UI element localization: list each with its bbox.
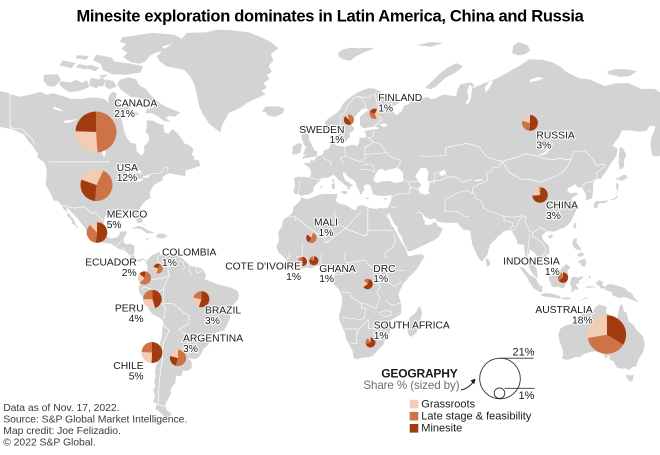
svg-text:3%: 3% xyxy=(546,211,561,222)
svg-text:3%: 3% xyxy=(536,141,551,152)
svg-text:2%: 2% xyxy=(122,268,137,279)
svg-text:1%: 1% xyxy=(545,267,560,278)
svg-text:3%: 3% xyxy=(183,344,198,355)
svg-text:Minesite exploration dominates: Minesite exploration dominates in Latin … xyxy=(76,8,584,26)
svg-text:1%: 1% xyxy=(162,258,177,269)
svg-text:21%: 21% xyxy=(513,346,535,358)
svg-text:5%: 5% xyxy=(129,371,144,382)
svg-text:GHANA: GHANA xyxy=(319,264,356,275)
svg-text:RUSSIA: RUSSIA xyxy=(536,130,574,141)
svg-text:SOUTH AFRICA: SOUTH AFRICA xyxy=(374,321,450,332)
svg-text:Grassroots: Grassroots xyxy=(421,398,475,410)
svg-text:1%: 1% xyxy=(286,272,301,283)
svg-text:FINLAND: FINLAND xyxy=(378,93,422,104)
svg-text:INDONESIA: INDONESIA xyxy=(503,257,560,268)
svg-text:Map credit: Joe Felizadio.: Map credit: Joe Felizadio. xyxy=(3,426,121,437)
svg-text:CHINA: CHINA xyxy=(546,201,578,212)
svg-text:Minesite: Minesite xyxy=(421,423,462,435)
svg-text:DRC: DRC xyxy=(373,264,396,275)
svg-text:18%: 18% xyxy=(572,315,593,326)
svg-text:PERU: PERU xyxy=(115,304,144,315)
svg-text:GEOGRAPHY: GEOGRAPHY xyxy=(381,367,457,381)
svg-text:3%: 3% xyxy=(205,316,220,327)
svg-text:4%: 4% xyxy=(129,314,144,325)
svg-text:ECUADOR: ECUADOR xyxy=(85,258,137,269)
svg-text:1%: 1% xyxy=(319,228,334,239)
svg-text:1%: 1% xyxy=(519,390,535,402)
svg-text:1%: 1% xyxy=(378,104,393,115)
svg-text:Data as of Nov. 17, 2022.: Data as of Nov. 17, 2022. xyxy=(3,403,119,414)
svg-text:© 2022 S&P Global.: © 2022 S&P Global. xyxy=(3,438,95,449)
svg-text:Late stage & feasibility: Late stage & feasibility xyxy=(421,411,532,423)
svg-text:AUSTRALIA: AUSTRALIA xyxy=(535,305,592,316)
svg-text:21%: 21% xyxy=(114,109,135,120)
svg-text:5%: 5% xyxy=(107,220,122,231)
svg-text:COLOMBIA: COLOMBIA xyxy=(162,248,216,259)
svg-text:USA: USA xyxy=(117,163,138,174)
svg-text:SWEDEN: SWEDEN xyxy=(299,125,344,136)
svg-text:MEXICO: MEXICO xyxy=(107,210,148,221)
svg-text:1%: 1% xyxy=(330,135,345,146)
svg-text:BRAZIL: BRAZIL xyxy=(205,306,241,317)
svg-text:Source: S&P Global Market Inte: Source: S&P Global Market Intelligence. xyxy=(3,414,187,425)
svg-text:12%: 12% xyxy=(117,173,138,184)
svg-text:CANADA: CANADA xyxy=(114,99,157,110)
svg-text:ARGENTINA: ARGENTINA xyxy=(183,334,243,345)
svg-text:1%: 1% xyxy=(373,274,388,285)
svg-text:1%: 1% xyxy=(319,274,334,285)
svg-text:MALI: MALI xyxy=(314,218,338,229)
svg-text:1%: 1% xyxy=(374,331,389,342)
svg-text:COTE D'IVOIRE: COTE D'IVOIRE xyxy=(225,262,301,273)
svg-text:Share % (sized by): Share % (sized by) xyxy=(363,379,459,392)
svg-text:CHILE: CHILE xyxy=(113,361,143,372)
